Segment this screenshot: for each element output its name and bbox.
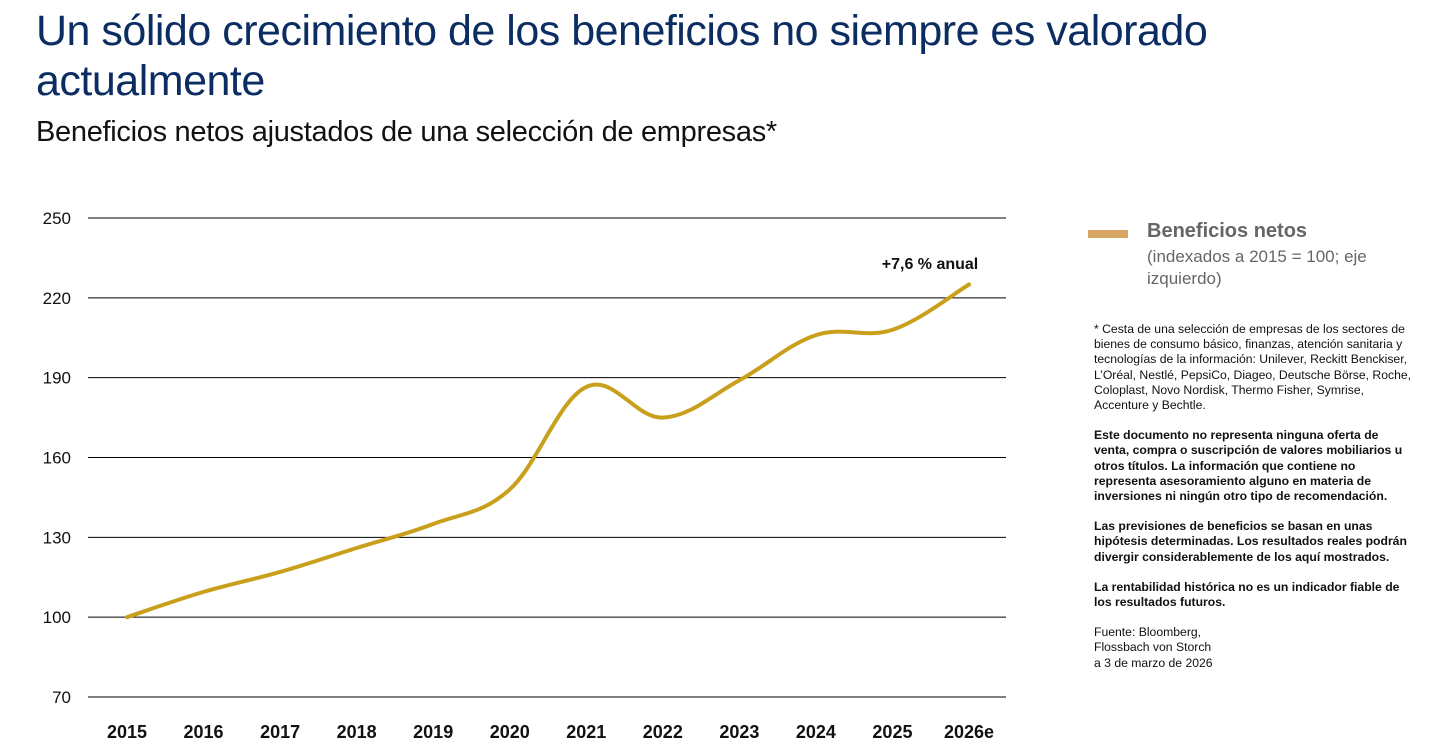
x-tick-label: 2016	[184, 722, 224, 742]
x-tick-label: 2025	[872, 722, 912, 742]
x-tick-label: 2020	[490, 722, 530, 742]
source-line-3: a 3 de marzo de 2026	[1094, 655, 1213, 670]
disclaimer-forecast: Las previsiones de beneficios se basan e…	[1094, 519, 1407, 564]
series-line	[125, 282, 971, 620]
series-layer	[125, 282, 971, 620]
disclaimer-past-performance: La rentabilidad histórica no es un indic…	[1094, 579, 1400, 610]
x-tick-label: 2021	[566, 722, 606, 742]
x-tick-label: 2015	[107, 722, 147, 742]
y-tick-label: 190	[43, 369, 71, 388]
x-axis-ticks: 2015 2016 2017 2018 2019 2020 2021 2022 2023 2024…	[107, 722, 994, 742]
x-tick-label: 2019	[413, 722, 453, 742]
y-tick-label: 70	[52, 688, 71, 707]
y-tick-label: 220	[43, 289, 71, 308]
source-line-2: Flossbach von Storch	[1094, 640, 1212, 655]
source-line-1: Fuente: Bloomberg,	[1094, 625, 1202, 640]
legend-title: Beneficios netos	[1147, 220, 1308, 242]
y-tick-label: 160	[43, 449, 71, 468]
x-tick-label: 2024	[796, 722, 836, 742]
y-tick-label: 130	[43, 528, 71, 547]
growth-annotation: +7,6 % anual	[882, 256, 979, 273]
x-tick-label: 2017	[260, 722, 300, 742]
gridlines	[88, 217, 1006, 698]
footnote: * Cesta de una selección de empresas de …	[1094, 322, 1412, 413]
x-tick-label: 2026e	[944, 722, 994, 742]
x-tick-label: 2022	[643, 722, 683, 742]
chart-subtitle: Beneficios netos ajustados de una selecc…	[36, 116, 777, 148]
y-tick-label: 100	[43, 608, 71, 627]
notes-panel: * Cesta de una selección de empresas de …	[1094, 322, 1414, 671]
y-axis-ticks: 250 220 190 160 130 100 70	[43, 209, 71, 707]
page-title: Un sólido crecimiento de los beneficios …	[36, 7, 1208, 105]
legend-subtitle: (indexados a 2015 = 100; eje izquierdo)	[1147, 247, 1367, 288]
legend-swatch	[1088, 230, 1128, 238]
disclaimer-offer: Este documento no representa ninguna ofe…	[1094, 428, 1403, 504]
x-tick-label: 2023	[719, 722, 759, 742]
y-tick-label: 250	[43, 209, 71, 228]
x-tick-label: 2018	[337, 722, 377, 742]
